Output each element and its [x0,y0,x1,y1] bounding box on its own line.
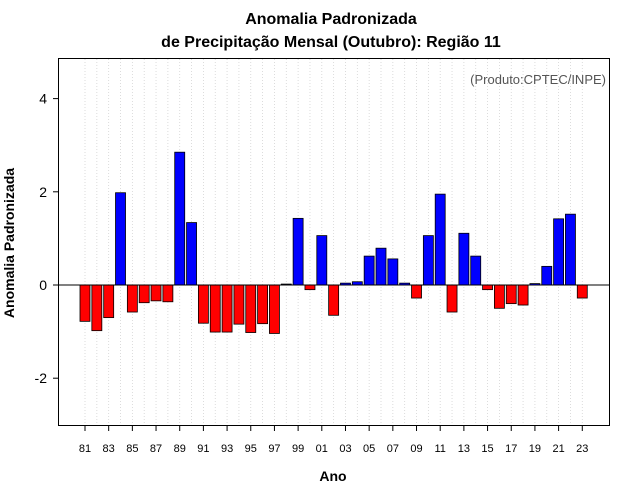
bar-1983 [103,284,115,319]
bar-1997 [269,284,280,334]
bar-2023 [576,284,588,299]
x-tick-label: 07 [387,443,399,455]
bar-1981 [79,284,91,322]
bar-2015 [482,284,493,291]
bar-2009 [411,284,422,299]
x-axis: 81 83 85 87 89 91 93 95 97 99 01 03 05 07 09 11 13 15 17 19… [79,425,588,455]
bar-2020 [541,265,553,286]
y-tick-label: 0 [39,277,47,293]
bar-1990 [186,222,197,286]
plot-frame [58,58,610,426]
y-axis: -2 0 2 4 [35,91,59,386]
bar-1992 [209,284,221,333]
bar-2012 [446,284,458,313]
x-tick-label: 89 [174,443,186,455]
bar-1985 [126,284,138,313]
bar-2010 [422,235,434,286]
x-tick-label: 19 [529,443,541,455]
bar-2000 [304,284,316,291]
bar-2022 [565,213,576,286]
x-tick-label: 03 [339,443,351,455]
bar-1999 [292,217,304,286]
bar-2007 [387,258,399,286]
bar-1994 [233,284,245,325]
x-tick-label: 85 [126,443,138,455]
bar-1993 [221,284,233,333]
bar-1991 [197,284,209,324]
x-tick-label: 21 [552,443,564,455]
x-tick-label: 83 [103,443,115,455]
bar-1982 [91,284,103,332]
bar-2005 [363,255,375,286]
bar-2001 [316,235,328,286]
bar-1987 [150,284,162,302]
x-tick-label: 13 [458,443,470,455]
chart-title-line2: de Precipitação Mensal (Outubro): Região… [161,34,501,51]
x-tick-label: 93 [221,443,233,455]
x-tick-label: 11 [434,443,445,455]
bars [79,151,588,334]
bar-2014 [470,255,482,286]
bar-2016 [493,284,505,309]
y-tick-label: 4 [39,91,47,107]
y-axis-label: Anomalia Padronizada [1,168,17,318]
chart-title-line1: Anomalia Padronizada [245,11,417,28]
bar-1988 [162,284,174,303]
x-tick-label: 99 [292,443,304,455]
x-tick-label: 91 [197,443,209,455]
bar-2006 [375,247,387,286]
source-annotation: (Produto:CPTEC/INPE) [470,72,606,87]
x-tick-label: 81 [79,443,91,455]
bar-1986 [138,284,150,304]
bar-1984 [115,192,126,286]
bar-1989 [174,151,186,286]
x-tick-label: 97 [268,443,280,455]
x-tick-label: 23 [576,443,588,455]
x-axis-label: Ano [319,468,346,484]
x-tick-label: 15 [481,443,493,455]
bar-2013 [458,232,470,286]
x-tick-label: 01 [316,443,328,455]
x-tick-label: 09 [410,443,422,455]
bar-2018 [517,284,529,306]
x-tick-label: 87 [150,443,162,455]
bar-2002 [328,284,340,316]
x-tick-label: 95 [245,443,257,455]
bar-2017 [505,284,517,305]
y-tick-label: -2 [35,370,48,386]
bar-1995 [245,284,257,333]
y-tick-label: 2 [39,184,47,200]
x-tick-label: 05 [363,443,375,455]
bar-1996 [257,284,269,325]
bar-2021 [553,218,564,286]
x-tick-label: 17 [505,443,517,455]
bar-2011 [434,193,446,286]
grid-lines [84,59,583,425]
